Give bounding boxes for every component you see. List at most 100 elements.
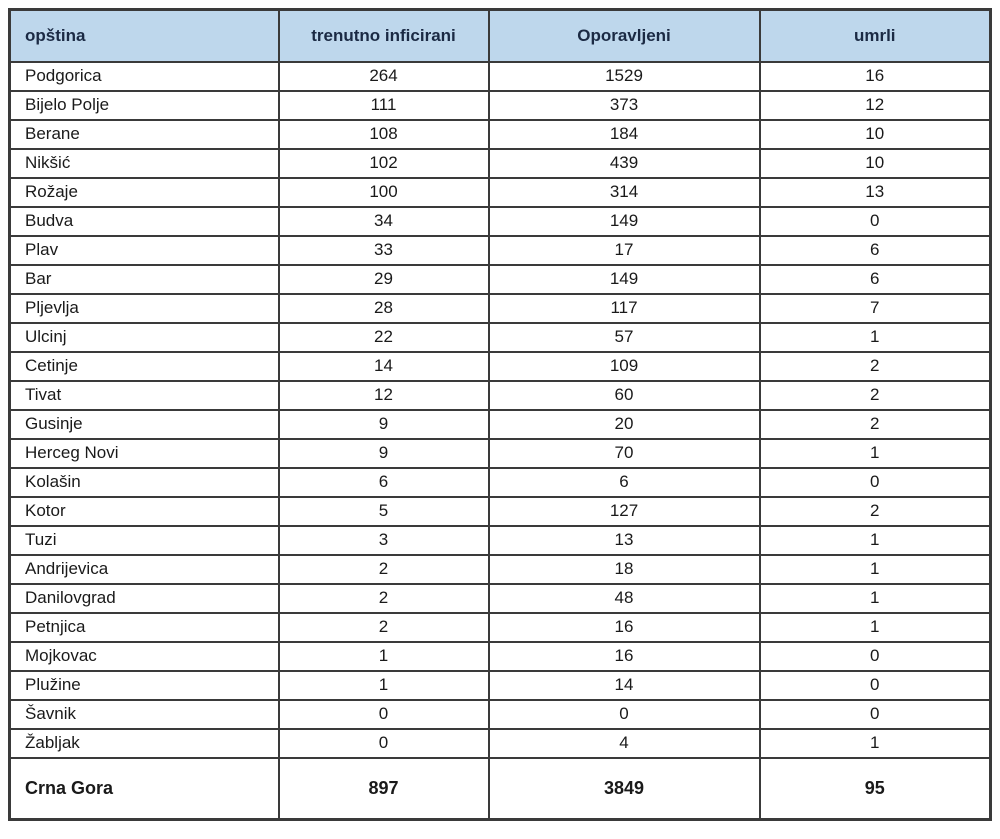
cell-recovered: 16 [487, 611, 761, 643]
column-header-trenutno-inficirani: trenutno inficirani [277, 8, 490, 63]
cell-deaths: 2 [758, 408, 992, 440]
cell-deaths: 1 [758, 437, 992, 469]
cell-deaths: 6 [758, 263, 992, 295]
cell-infected: 33 [277, 234, 490, 266]
cell-municipality: Plužine [8, 669, 280, 701]
cell-recovered: 439 [487, 147, 761, 179]
cell-municipality: Herceg Novi [8, 437, 280, 469]
cell-municipality: Danilovgrad [8, 582, 280, 614]
cell-municipality: Berane [8, 118, 280, 150]
table-row: Bar 29 149 6 [8, 263, 992, 295]
cell-recovered: 60 [487, 379, 761, 411]
cell-infected: 34 [277, 205, 490, 237]
cell-infected: 0 [277, 698, 490, 730]
cell-deaths: 1 [758, 582, 992, 614]
table-row: Andrijevica 2 18 1 [8, 553, 992, 585]
cell-recovered: 149 [487, 205, 761, 237]
total-infected-value: 897 [277, 756, 490, 821]
cell-infected: 2 [277, 553, 490, 585]
cell-recovered: 70 [487, 437, 761, 469]
cell-recovered: 117 [487, 292, 761, 324]
cell-municipality: Žabljak [8, 727, 280, 759]
cell-recovered: 20 [487, 408, 761, 440]
cell-recovered: 6 [487, 466, 761, 498]
cell-deaths: 0 [758, 669, 992, 701]
cell-infected: 2 [277, 611, 490, 643]
cell-deaths: 1 [758, 611, 992, 643]
total-municipality-label: Crna Gora [8, 756, 280, 821]
column-header-oporavljeni: Oporavljeni [487, 8, 761, 63]
cell-recovered: 314 [487, 176, 761, 208]
table-row: Plužine 1 14 0 [8, 669, 992, 701]
cell-municipality: Šavnik [8, 698, 280, 730]
table-row: Petnjica 2 16 1 [8, 611, 992, 643]
cell-recovered: 14 [487, 669, 761, 701]
cell-municipality: Kolašin [8, 466, 280, 498]
cell-deaths: 1 [758, 321, 992, 353]
cell-municipality: Tivat [8, 379, 280, 411]
cell-deaths: 2 [758, 350, 992, 382]
cell-municipality: Nikšić [8, 147, 280, 179]
cell-recovered: 57 [487, 321, 761, 353]
table-row: Gusinje 9 20 2 [8, 408, 992, 440]
cell-infected: 1 [277, 669, 490, 701]
cell-municipality: Kotor [8, 495, 280, 527]
column-header-opstina: opština [8, 8, 280, 63]
total-deaths-value: 95 [758, 756, 992, 821]
cell-infected: 111 [277, 89, 490, 121]
cell-recovered: 18 [487, 553, 761, 585]
cell-municipality: Plav [8, 234, 280, 266]
cell-infected: 22 [277, 321, 490, 353]
cell-deaths: 16 [758, 60, 992, 92]
cell-infected: 2 [277, 582, 490, 614]
cell-deaths: 13 [758, 176, 992, 208]
table-row: Mojkovac 1 16 0 [8, 640, 992, 672]
table-row: Cetinje 14 109 2 [8, 350, 992, 382]
cell-infected: 1 [277, 640, 490, 672]
cell-infected: 9 [277, 437, 490, 469]
table-row: Podgorica 264 1529 16 [8, 60, 992, 92]
column-header-umrli: umrli [758, 8, 992, 63]
cell-municipality: Mojkovac [8, 640, 280, 672]
table-row: Tivat 12 60 2 [8, 379, 992, 411]
cell-deaths: 0 [758, 640, 992, 672]
cell-recovered: 184 [487, 118, 761, 150]
table-body: Podgorica 264 1529 16 Bijelo Polje 111 3… [8, 60, 992, 759]
table-row: Nikšić 102 439 10 [8, 147, 992, 179]
cell-infected: 0 [277, 727, 490, 759]
cell-deaths: 6 [758, 234, 992, 266]
cell-recovered: 373 [487, 89, 761, 121]
cell-infected: 108 [277, 118, 490, 150]
cell-deaths: 0 [758, 466, 992, 498]
table-row: Kolašin 6 6 0 [8, 466, 992, 498]
table-row: Tuzi 3 13 1 [8, 524, 992, 556]
table-row: Šavnik 0 0 0 [8, 698, 992, 730]
cell-recovered: 109 [487, 350, 761, 382]
cell-deaths: 10 [758, 147, 992, 179]
cell-deaths: 12 [758, 89, 992, 121]
cell-municipality: Pljevlja [8, 292, 280, 324]
cell-recovered: 1529 [487, 60, 761, 92]
cell-municipality: Rožaje [8, 176, 280, 208]
cell-infected: 102 [277, 147, 490, 179]
cell-municipality: Gusinje [8, 408, 280, 440]
cell-deaths: 7 [758, 292, 992, 324]
table-row: Kotor 5 127 2 [8, 495, 992, 527]
cell-deaths: 2 [758, 379, 992, 411]
cell-infected: 12 [277, 379, 490, 411]
cell-infected: 3 [277, 524, 490, 556]
cell-recovered: 0 [487, 698, 761, 730]
table-row: Danilovgrad 2 48 1 [8, 582, 992, 614]
cell-infected: 29 [277, 263, 490, 295]
cell-deaths: 1 [758, 553, 992, 585]
table-row: Pljevlja 28 117 7 [8, 292, 992, 324]
cell-municipality: Andrijevica [8, 553, 280, 585]
cell-infected: 264 [277, 60, 490, 92]
total-recovered-value: 3849 [487, 756, 761, 821]
cell-infected: 14 [277, 350, 490, 382]
cell-deaths: 1 [758, 524, 992, 556]
cell-recovered: 4 [487, 727, 761, 759]
cell-deaths: 10 [758, 118, 992, 150]
cell-recovered: 149 [487, 263, 761, 295]
table-row: Rožaje 100 314 13 [8, 176, 992, 208]
